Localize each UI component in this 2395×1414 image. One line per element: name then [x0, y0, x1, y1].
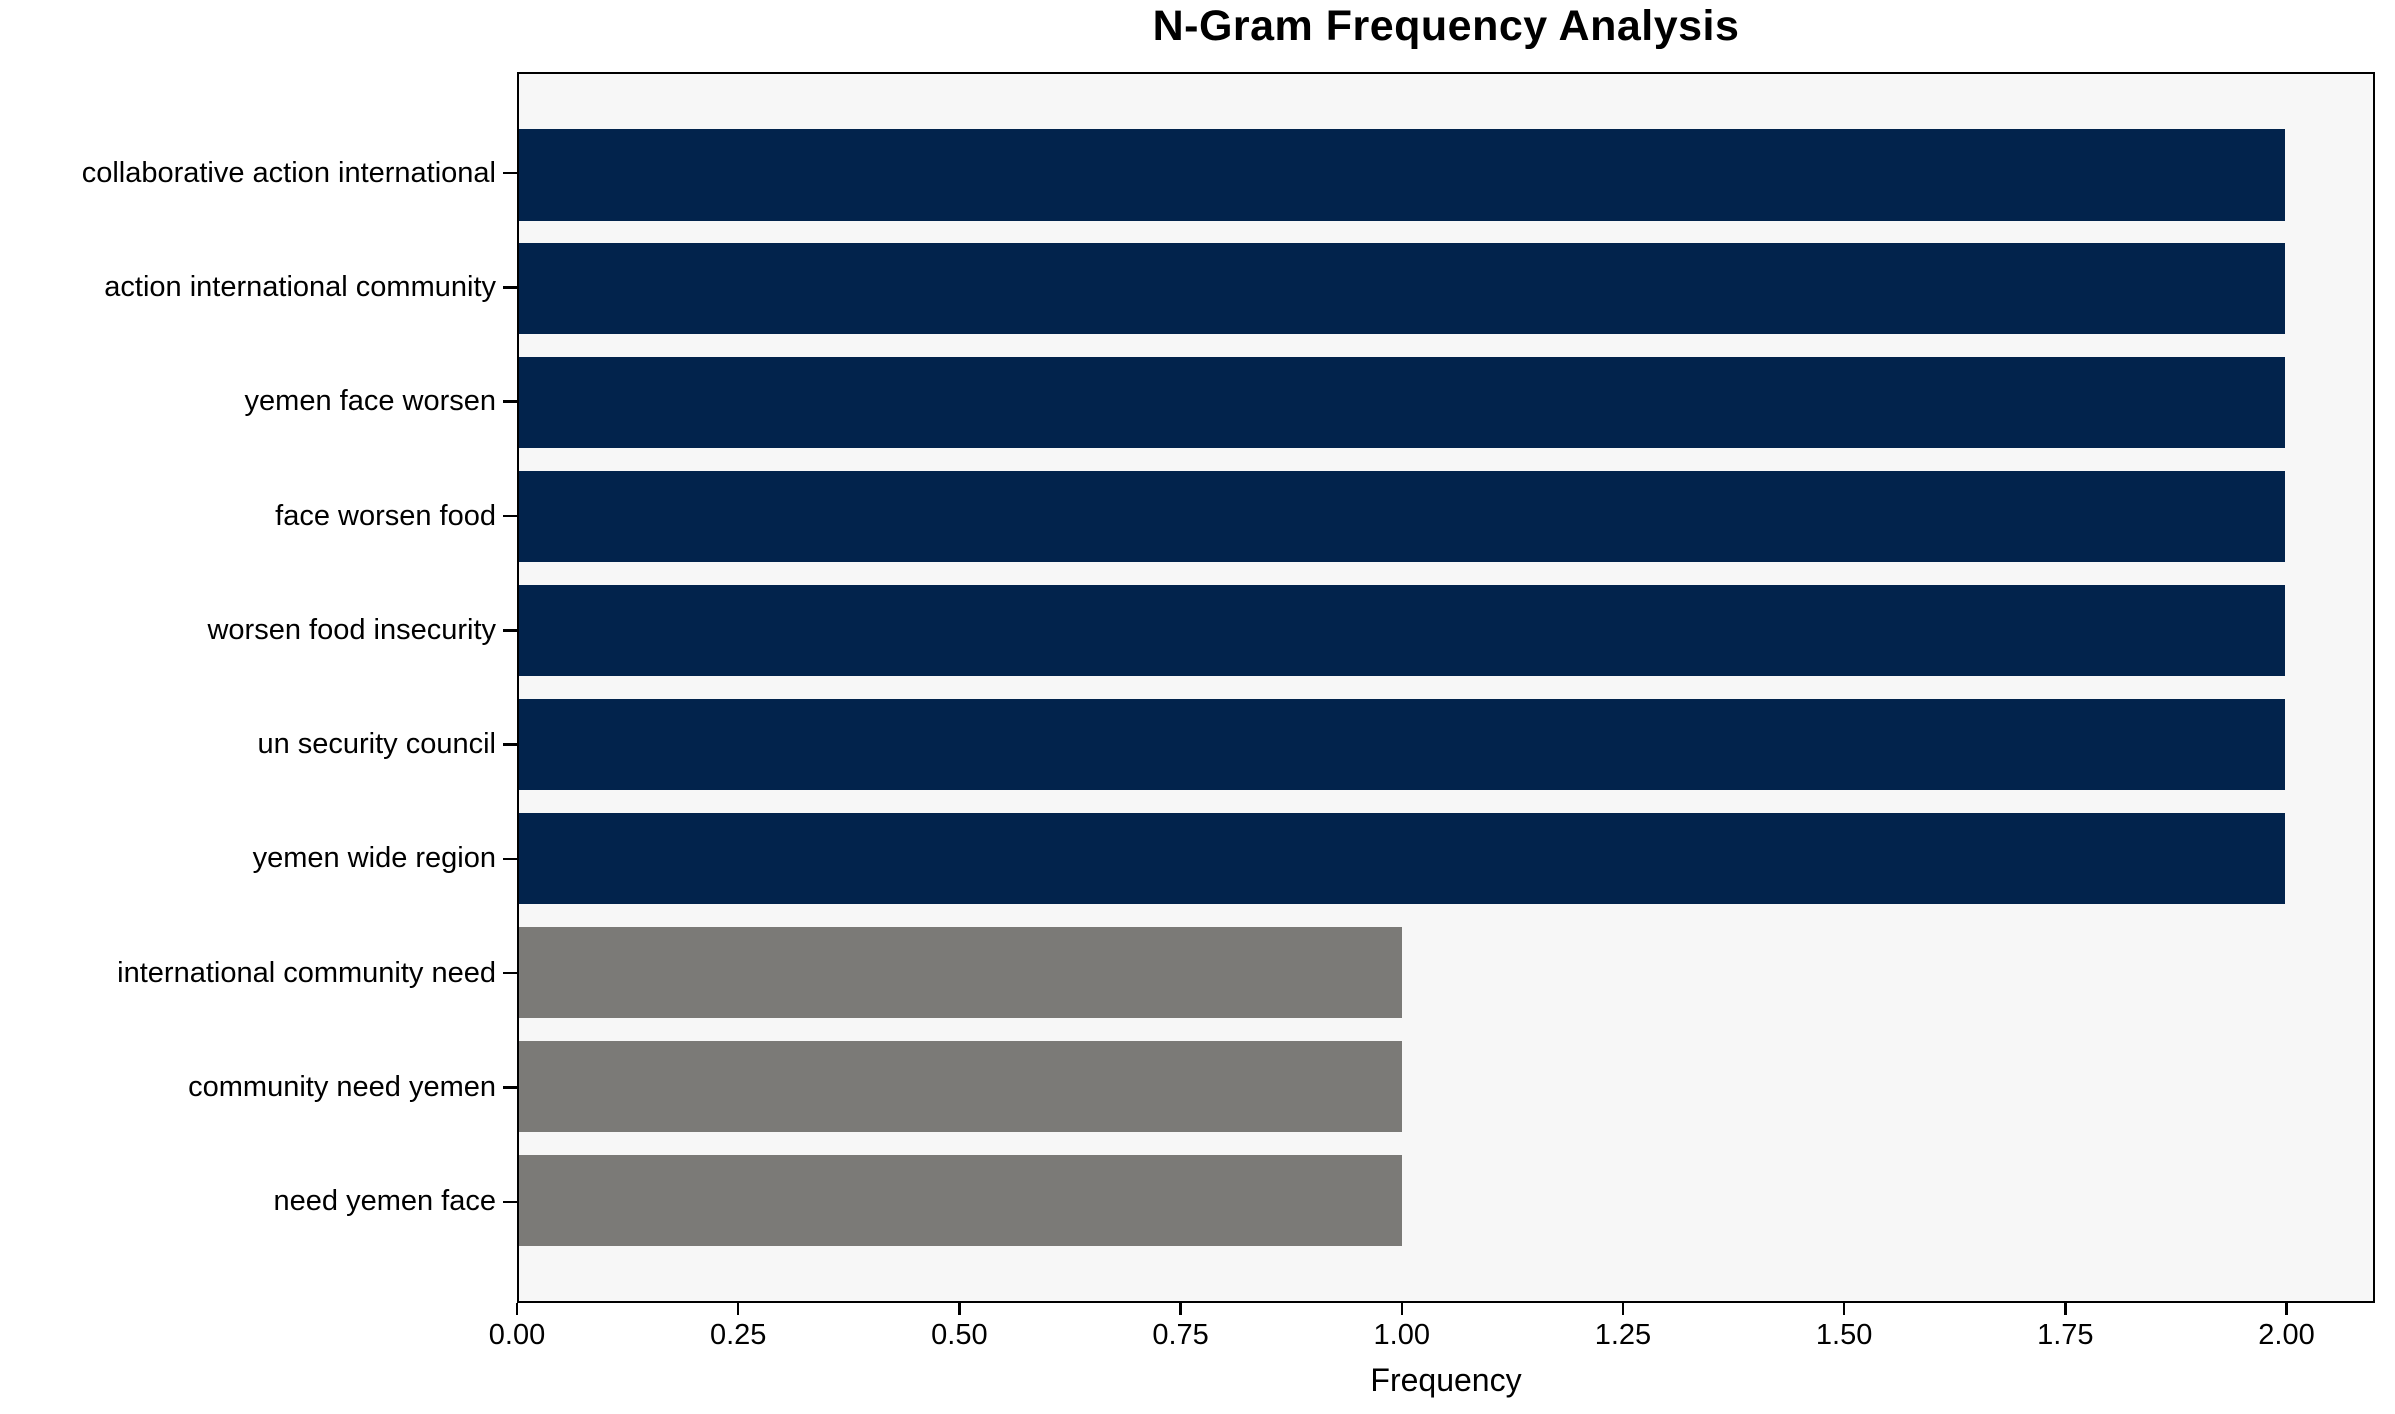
x-tick-mark	[2064, 1303, 2067, 1315]
y-tick-slot	[503, 687, 517, 801]
y-tick-slot	[503, 573, 517, 687]
x-tick-mark	[736, 1303, 740, 1315]
x-tick-mark	[1842, 1303, 1846, 1315]
y-tick-label: international community need	[117, 956, 496, 989]
y-tick-label: worsen food insecurity	[207, 613, 496, 646]
bar-slot	[519, 915, 2373, 1029]
x-tick-label: 0.25	[709, 1319, 767, 1351]
y-tick-label: need yemen face	[273, 1185, 496, 1218]
x-tick-mark	[2285, 1303, 2288, 1315]
y-tick-mark	[503, 743, 517, 746]
x-tick-mark	[1400, 1303, 1403, 1315]
bar	[519, 698, 2285, 791]
x-tick-label: 1.50	[1815, 1319, 1873, 1351]
bar	[519, 129, 2285, 221]
bar-slot	[519, 1029, 2373, 1143]
bar	[519, 812, 2285, 904]
y-tick-slot	[503, 459, 517, 573]
bar	[519, 243, 2285, 335]
y-tick-mark	[503, 971, 517, 975]
x-axis-title: Frequency	[1370, 1362, 1522, 1398]
bar	[519, 585, 2285, 677]
y-tick-label: un security council	[257, 728, 496, 761]
x-tick-label: 1.00	[1373, 1319, 1430, 1351]
x-tick-label: 1.75	[2037, 1319, 2094, 1351]
y-tick-label: community need yemen	[188, 1071, 496, 1104]
y-tick-slot	[503, 1145, 517, 1259]
y-tick-label: action international community	[104, 270, 496, 303]
y-tick-mark	[503, 400, 517, 403]
x-tick-label: 1.25	[1594, 1319, 1652, 1351]
bar-slot	[519, 232, 2373, 346]
bar-slot	[519, 346, 2373, 460]
y-tick-slot	[503, 230, 517, 344]
y-axis-ticks	[503, 72, 517, 1303]
bar-slot	[519, 688, 2373, 802]
bar	[519, 1154, 1402, 1246]
y-axis-labels: collaborative action international action…	[0, 72, 496, 1303]
y-tick-mark	[503, 1086, 517, 1089]
bar-slot	[519, 118, 2373, 232]
y-tick-mark	[503, 286, 517, 289]
bar-slot	[519, 460, 2373, 574]
y-tick-mark	[503, 1200, 517, 1204]
x-tick-mark	[1179, 1303, 1182, 1315]
x-tick-label: 0.75	[1152, 1319, 1209, 1351]
x-axis: 0.00 0.25 0.50 0.75 1.00 1.25 1.50 1.75 2.00	[489, 1303, 2375, 1383]
bar-slot	[519, 801, 2373, 915]
y-tick-mark	[503, 629, 517, 632]
x-tick-mark	[958, 1303, 961, 1315]
x-tick-label: 0.50	[931, 1319, 988, 1351]
x-tick-mark	[515, 1303, 519, 1315]
bars-column	[519, 74, 2373, 1301]
x-tick-mark	[1621, 1303, 1625, 1315]
y-tick-label: collaborative action international	[81, 156, 496, 189]
y-tick-mark	[503, 171, 517, 175]
y-tick-slot	[503, 916, 517, 1030]
y-tick-mark	[503, 514, 517, 518]
y-tick-label: yemen face worsen	[244, 385, 496, 418]
bar	[519, 926, 1402, 1018]
bar	[519, 357, 2285, 449]
plot-area	[517, 72, 2375, 1303]
y-tick-label: yemen wide region	[252, 842, 496, 875]
bar	[519, 471, 2285, 563]
y-tick-slot	[503, 1030, 517, 1144]
y-tick-slot	[503, 802, 517, 916]
x-tick-label: 2.00	[2258, 1319, 2315, 1351]
y-tick-mark	[503, 857, 517, 861]
bar-slot	[519, 574, 2373, 688]
y-tick-slot	[503, 345, 517, 459]
x-tick-label: 0.00	[488, 1319, 546, 1351]
bar-slot	[519, 1143, 2373, 1257]
y-tick-slot	[503, 116, 517, 230]
y-tick-label: face worsen food	[275, 499, 496, 532]
chart-title: N-Gram Frequency Analysis	[1152, 2, 1740, 50]
bar	[519, 1040, 1402, 1132]
